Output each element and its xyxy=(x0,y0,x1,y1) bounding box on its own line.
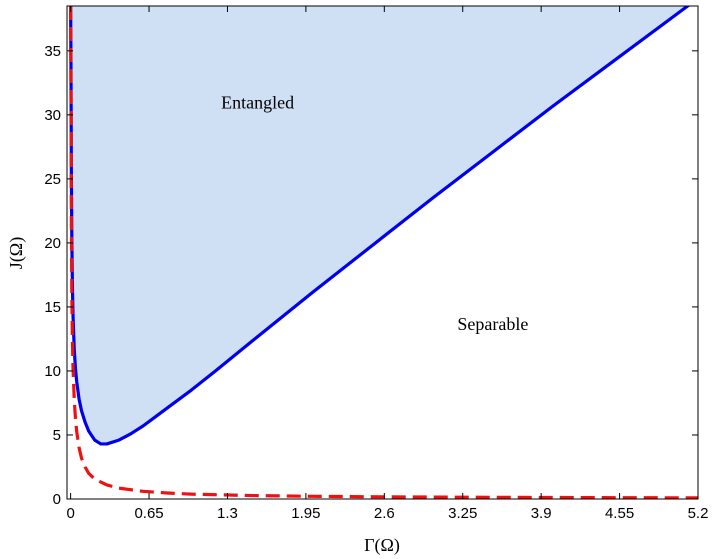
y-tick-label: 5 xyxy=(53,427,61,444)
x-tick-label: 3.25 xyxy=(448,505,477,522)
y-tick-label: 30 xyxy=(44,107,61,124)
entangled-region xyxy=(70,6,688,444)
x-tick-label: 3.9 xyxy=(531,505,552,522)
x-tick-label: 5.2 xyxy=(688,505,709,522)
y-tick-label: 25 xyxy=(44,171,61,188)
x-tick-label: 0 xyxy=(66,505,74,522)
axes-ticks xyxy=(67,6,699,500)
y-tick-label: 35 xyxy=(44,43,61,60)
y-axis-label: J(Ω) xyxy=(6,237,27,269)
x-tick-label: 1.3 xyxy=(217,505,238,522)
x-tick-label: 4.55 xyxy=(605,505,634,522)
bound-line-dashed xyxy=(69,6,698,499)
x-axis-label: Γ(Ω) xyxy=(364,535,400,556)
x-tick-label: 2.6 xyxy=(374,505,395,522)
y-tick-label: 10 xyxy=(44,363,61,380)
plot-frame xyxy=(66,5,699,500)
region-label: Separable xyxy=(457,314,528,334)
tick-labels: 0 0.65 1.3 1.95 2.6 3.25 3.9 4.55 5.2 0 5 10 15 20 25 3… xyxy=(44,43,708,522)
region-label: Entangled xyxy=(221,92,294,112)
y-tick-label: 0 xyxy=(53,491,61,508)
plot-area xyxy=(69,6,698,499)
annotations: Entangled Separable xyxy=(221,92,528,334)
x-tick-label: 0.65 xyxy=(134,505,163,522)
x-tick-label: 1.95 xyxy=(291,505,320,522)
y-tick-label: 15 xyxy=(44,299,61,316)
y-tick-label: 20 xyxy=(44,235,61,252)
